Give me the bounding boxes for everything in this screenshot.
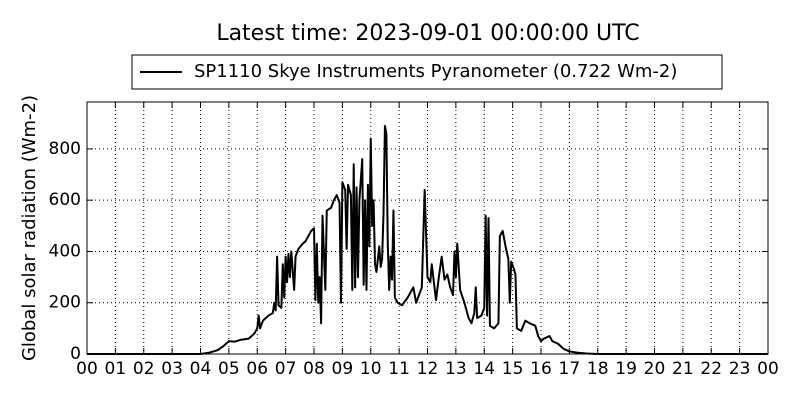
- x-tick-label: 16: [530, 359, 552, 379]
- x-tick-label: 07: [275, 359, 297, 379]
- x-tick-label: 02: [133, 359, 155, 379]
- y-tick-label: 0: [70, 344, 81, 364]
- x-tick-label: 03: [161, 359, 183, 379]
- x-tick-label: 08: [303, 359, 325, 379]
- x-tick-label: 04: [190, 359, 212, 379]
- data-line: [87, 124, 768, 355]
- x-tick-label: 20: [644, 359, 666, 379]
- chart-title: Latest time: 2023-09-01 00:00:00 UTC: [216, 21, 639, 46]
- x-tick-label: 05: [218, 359, 240, 379]
- legend-box: [131, 54, 723, 90]
- plot-frame: [86, 101, 769, 355]
- x-tick-label: 17: [559, 359, 581, 379]
- legend-label: SP1110 Skye Instruments Pyranometer (0.7…: [194, 61, 677, 82]
- x-tick-label: 01: [105, 359, 127, 379]
- y-tick-label: 800: [49, 139, 81, 159]
- x-tick-label: 12: [417, 359, 439, 379]
- x-tick-label: 23: [729, 359, 751, 379]
- x-tick-label: 18: [587, 359, 609, 379]
- y-tick-label: 600: [49, 190, 81, 210]
- x-tick-label: 06: [246, 359, 268, 379]
- x-tick-label: 00: [757, 359, 779, 379]
- y-tick-label: 400: [49, 241, 81, 261]
- x-tick-label: 13: [445, 359, 467, 379]
- x-tick-label: 14: [473, 359, 495, 379]
- x-tick-label: 11: [388, 359, 410, 379]
- x-tick-label: 22: [700, 359, 722, 379]
- x-tick-label: 19: [615, 359, 637, 379]
- y-axis-label: Global solar radiation (Wm-2): [19, 95, 40, 361]
- x-tick-label: 10: [360, 359, 382, 379]
- x-tick-label: 09: [332, 359, 354, 379]
- x-tick-label: 15: [502, 359, 524, 379]
- y-tick-label: 200: [49, 293, 81, 313]
- x-tick-label: 00: [76, 359, 98, 379]
- x-tick-label: 21: [672, 359, 694, 379]
